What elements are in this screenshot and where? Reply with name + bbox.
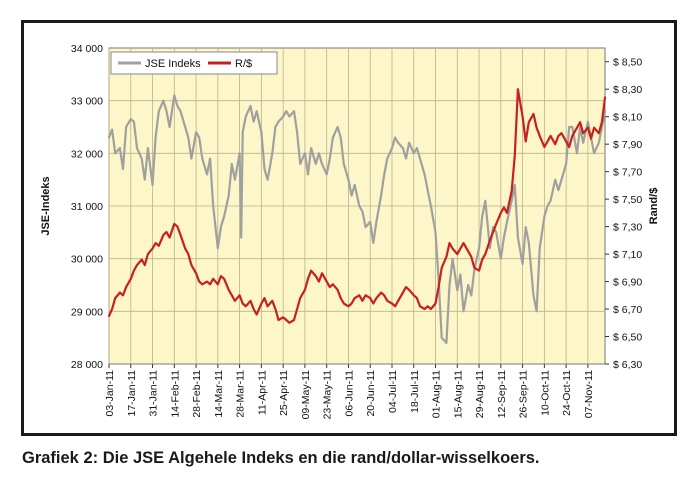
- x-tick-label: 14-Mar-11: [213, 370, 225, 418]
- x-tick-label: 31-Jan-11: [148, 370, 160, 417]
- y-right-tick-label: $ 6,50: [613, 332, 642, 344]
- x-tick-label: 28-Feb-11: [191, 370, 203, 418]
- y-right-tick-label: $ 7,90: [613, 139, 642, 151]
- legend-label-rand: R/$: [235, 58, 252, 70]
- figure-caption: Grafiek 2: Die JSE Algehele Indeks en di…: [22, 449, 540, 467]
- series-line-rand-dollar: [107, 88, 607, 324]
- x-tick-label: 04-Jul-11: [387, 370, 399, 413]
- x-tick-label: 14-Feb-11: [169, 370, 181, 418]
- y-left-tick-label: 33 000: [71, 96, 103, 108]
- y-left-tick-label: 29 000: [71, 306, 103, 318]
- y-left-tick-label: 31 000: [71, 201, 103, 213]
- axis-labels: 28 000 29 000 30 000 31 000 32 000 33 000 34 0…: [71, 43, 642, 419]
- legend-box: [110, 51, 278, 75]
- y-right-tick-label: $ 8,50: [613, 57, 642, 69]
- series-layer: [107, 88, 607, 344]
- y-right-tick-label: $ 7,30: [613, 222, 642, 234]
- x-tick-label: 24-Oct-11: [561, 370, 573, 416]
- y-right-tick-label: $ 8,10: [613, 112, 642, 124]
- y-axis-left-label: JSE-Indeks: [40, 176, 52, 235]
- legend: JSE Indeks R/$: [110, 51, 278, 75]
- y-right-tick-label: $ 6,30: [613, 359, 642, 371]
- x-tick-label: 07-Nov-11: [583, 370, 595, 418]
- series-line-jse-index: [107, 94, 607, 344]
- y-left-tick-label: 32 000: [71, 148, 103, 160]
- x-tick-label: 03-Jan-11: [104, 370, 116, 417]
- y-left-tick-label: 28 000: [71, 359, 103, 371]
- x-tick-label: 23-May-11: [322, 370, 334, 420]
- y-axis-right-label: Rand/$: [648, 188, 660, 225]
- y-right-tick-label: $ 6,90: [613, 277, 642, 289]
- x-tick-label: 06-Jun-11: [343, 370, 355, 417]
- chart-frame: 28 000 29 000 30 000 31 000 32 000 33 000 34 0…: [21, 20, 677, 436]
- grid-lines: [108, 48, 609, 368]
- x-tick-label: 15-Aug-11: [452, 370, 464, 418]
- x-tick-label: 26-Sep-11: [518, 370, 530, 418]
- x-tick-label: 10-Oct-11: [539, 370, 551, 416]
- x-tick-label: 20-Jun-11: [365, 370, 377, 417]
- y-right-tick-label: $ 8,30: [613, 84, 642, 96]
- legend-label-jse: JSE Indeks: [145, 58, 201, 70]
- x-tick-label: 11-Apr-11: [256, 370, 268, 415]
- y-right-tick-label: $ 6,70: [613, 304, 642, 316]
- x-tick-label: 12-Sep-11: [496, 370, 508, 418]
- x-tick-label: 09-May-11: [300, 370, 312, 420]
- y-left-tick-label: 34 000: [71, 43, 103, 55]
- y-right-tick-label: $ 7,50: [613, 194, 642, 206]
- x-tick-label: 18-Jul-11: [409, 370, 421, 413]
- x-tick-label: 29-Aug-11: [474, 370, 486, 418]
- x-tick-label: 25-Apr-11: [278, 370, 290, 416]
- x-tick-label: 17-Jan-11: [126, 370, 138, 417]
- y-right-tick-label: $ 7,10: [613, 249, 642, 261]
- x-tick-label: 01-Aug-11: [431, 370, 443, 418]
- y-left-tick-label: 30 000: [71, 254, 103, 266]
- y-right-tick-label: $ 7,70: [613, 167, 642, 179]
- x-tick-label: 28-Mar-11: [235, 370, 247, 418]
